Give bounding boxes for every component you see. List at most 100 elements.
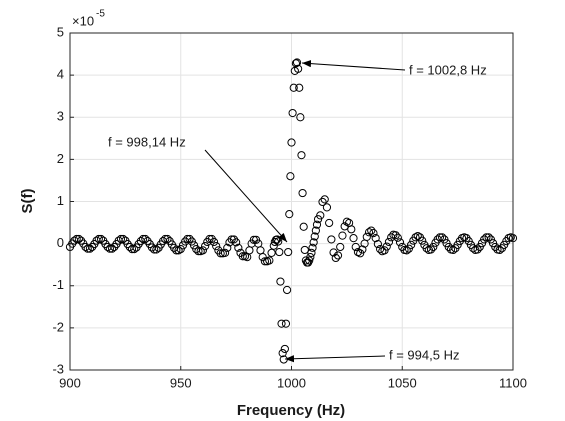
data-point xyxy=(411,233,420,242)
data-point xyxy=(232,238,241,247)
data-point xyxy=(158,236,168,246)
data-point xyxy=(267,248,276,257)
data-point xyxy=(281,319,291,328)
data-point xyxy=(130,245,139,254)
data-point xyxy=(280,344,289,354)
data-point xyxy=(438,233,447,242)
y-tick-label: 0 xyxy=(57,235,64,250)
data-point xyxy=(216,249,225,258)
data-point xyxy=(480,235,489,244)
data-point xyxy=(413,231,422,241)
data-point xyxy=(227,235,236,244)
y-tick-label: 5 xyxy=(57,24,64,39)
data-point xyxy=(312,220,322,229)
data-point xyxy=(484,233,493,242)
data-point xyxy=(384,237,394,247)
data-point xyxy=(353,247,363,257)
data-point xyxy=(260,257,270,266)
data-point xyxy=(297,151,306,160)
data-point xyxy=(74,234,83,244)
data-point xyxy=(136,236,145,246)
data-point xyxy=(174,246,183,255)
ticks: 900 950 1000 1050 1100 -3 -2 -1 0 1 2 3 4 5 xyxy=(52,24,527,390)
data-point xyxy=(265,256,274,265)
data-point xyxy=(286,172,295,181)
data-point xyxy=(185,234,194,244)
data-point xyxy=(362,232,371,241)
x-axis-title: Frequency (Hz) xyxy=(237,402,345,419)
data-point xyxy=(349,234,358,243)
data-point xyxy=(382,242,391,251)
data-point xyxy=(304,258,313,267)
data-point xyxy=(296,113,305,122)
data-point xyxy=(369,228,378,238)
data-point xyxy=(294,64,303,73)
data-point xyxy=(276,277,285,286)
data-point xyxy=(364,228,374,237)
x-tick-label: 900 xyxy=(59,375,81,390)
data-point xyxy=(320,195,329,204)
data-point xyxy=(288,108,297,118)
y-multiplier: ×10 xyxy=(72,13,94,28)
y-multiplier-exponent: -5 xyxy=(96,9,105,20)
annotation-text: f = 998,14 Hz xyxy=(108,134,186,149)
annotations: f = 1002,8 Hz f = 998,14 Hz f = 994,5 Hz xyxy=(108,60,487,363)
annotation-text: f = 1002,8 Hz xyxy=(409,62,487,77)
data-point xyxy=(433,235,442,244)
data-point xyxy=(269,241,278,250)
data-point xyxy=(336,242,345,252)
y-tick-label: 4 xyxy=(57,67,64,82)
data-point xyxy=(395,238,405,247)
data-point xyxy=(391,231,400,240)
data-point xyxy=(205,234,214,244)
data-point xyxy=(103,242,112,252)
data-point xyxy=(311,226,320,235)
data-point xyxy=(358,245,367,254)
data-point xyxy=(316,211,325,220)
data-point xyxy=(114,236,123,245)
data-point xyxy=(282,285,292,295)
data-point xyxy=(127,245,137,254)
data-point xyxy=(307,248,316,257)
x-tick-label: 950 xyxy=(170,375,192,390)
data-point xyxy=(300,245,309,255)
data-point xyxy=(275,247,284,257)
data-point xyxy=(387,233,396,242)
data-point xyxy=(367,226,376,235)
data-point xyxy=(435,233,445,242)
data-point xyxy=(81,242,90,252)
data-point xyxy=(209,237,219,247)
data-point xyxy=(407,240,416,249)
data-point xyxy=(473,245,482,254)
data-point xyxy=(284,247,293,257)
data-point xyxy=(119,234,128,244)
annotation-arrow xyxy=(284,355,386,363)
data-point xyxy=(138,234,148,244)
y-axis-title: S(f) xyxy=(19,189,36,214)
y-tick-label: 2 xyxy=(57,151,64,166)
data-point xyxy=(338,231,347,240)
data-point xyxy=(212,242,221,251)
data-point xyxy=(325,218,334,228)
data-point xyxy=(287,138,296,147)
data-point xyxy=(141,234,150,244)
data-point xyxy=(291,59,301,68)
data-point xyxy=(278,349,287,358)
data-point xyxy=(147,243,157,252)
annotation-arrow xyxy=(301,60,406,71)
annotation-text: f = 994,5 Hz xyxy=(389,347,459,362)
x-tick-label: 1050 xyxy=(388,375,417,390)
data-point xyxy=(258,253,267,262)
data-point xyxy=(125,242,134,252)
data-point xyxy=(393,233,402,242)
data-point xyxy=(220,248,230,257)
data-point xyxy=(309,238,318,247)
data-point xyxy=(402,246,411,255)
data-point xyxy=(163,234,172,244)
data-point xyxy=(306,253,315,262)
y-tick-label: -2 xyxy=(52,319,64,334)
x-tick-label: 1000 xyxy=(277,375,306,390)
data-point xyxy=(285,210,294,219)
